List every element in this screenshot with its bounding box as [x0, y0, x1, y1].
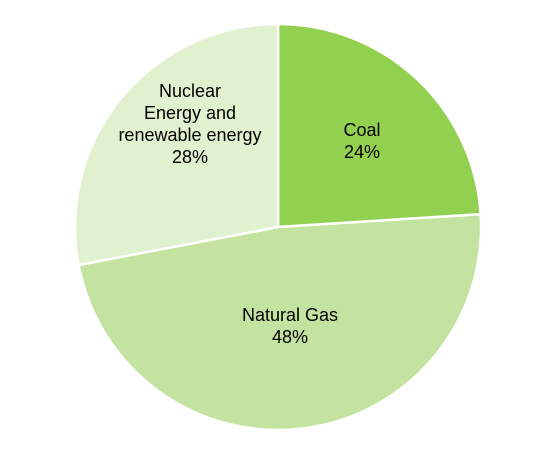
pie-slice-coal — [276, 22, 482, 229]
slice-percent-label: 24% — [344, 142, 380, 162]
slice-name-label: Natural Gas — [242, 305, 338, 325]
slice-name-label: Coal — [343, 120, 380, 140]
pie-slice-nuclear-energy-and-renewable-energy — [73, 22, 280, 267]
slice-label: Nuclear Energy and renewable energy 28% — [118, 81, 261, 167]
pie-slice-natural-gas — [77, 212, 483, 432]
slice-name-label: Nuclear — [159, 81, 221, 101]
labels-layer: Coal 24% Natural Gas 48% Nuclear Energy and re… — [118, 81, 380, 347]
slice-percent-label: 28% — [172, 147, 208, 167]
slice-name-label: renewable energy — [118, 125, 261, 145]
slice-percent-label: 48% — [272, 327, 308, 347]
slice-label: Natural Gas 48% — [242, 305, 338, 347]
slice-name-label: Energy and — [144, 103, 236, 123]
slice-label: Coal 24% — [343, 120, 380, 162]
slices-layer — [73, 22, 483, 432]
